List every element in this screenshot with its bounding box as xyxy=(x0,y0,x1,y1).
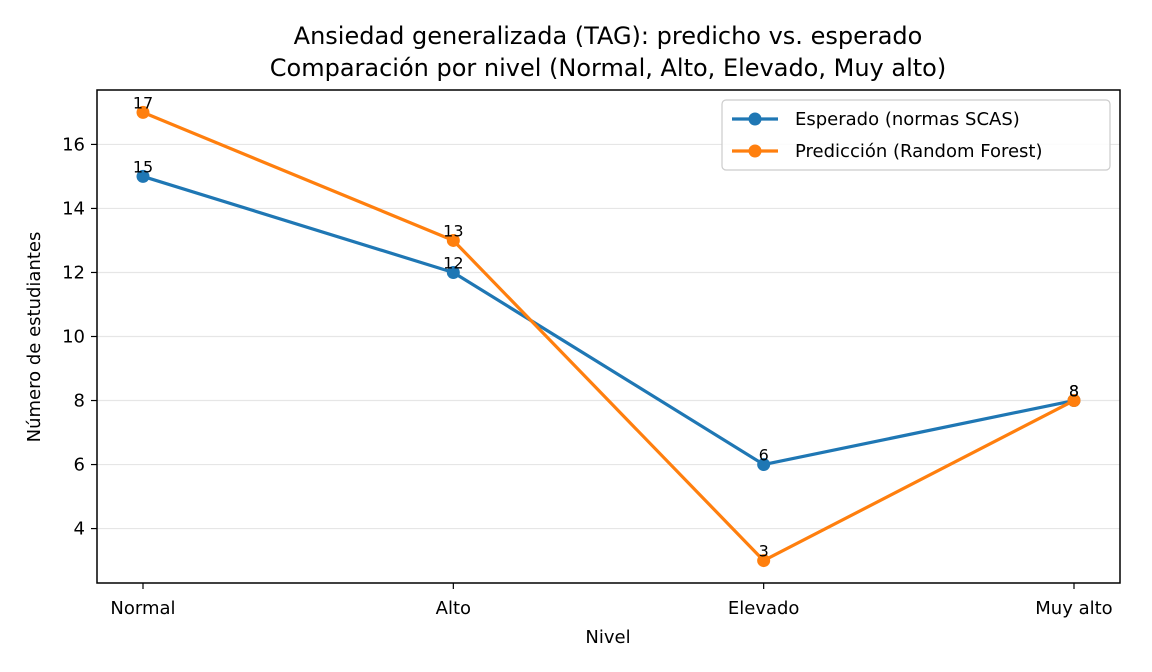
series xyxy=(136,105,1081,568)
x-tick-label: Normal xyxy=(110,598,175,619)
data-point-2 xyxy=(1067,394,1081,408)
y-tick-label: 14 xyxy=(62,198,85,219)
axis-ticks: 4 6 8 10 12 14 16 Normal Alto Elevado Muy alto xyxy=(62,134,1113,619)
data-point-2 xyxy=(446,233,460,247)
data-point-1 xyxy=(446,265,460,279)
legend-swatch-marker xyxy=(748,112,762,126)
x-axis-label: Nivel xyxy=(585,627,630,648)
data-label-2: 13 xyxy=(443,221,463,240)
legend-entry: Esperado (normas SCAS) xyxy=(795,109,1020,130)
chart-title: Ansiedad generalizada (TAG): predicho vs… xyxy=(294,22,923,50)
y-tick-label: 16 xyxy=(62,134,85,155)
legend-entry: Predicción (Random Forest) xyxy=(795,141,1043,162)
data-point-2 xyxy=(136,105,150,119)
y-tick-label: 12 xyxy=(62,262,85,283)
data-label-1: 15 xyxy=(133,157,153,176)
data-point-2 xyxy=(757,554,771,568)
legend: Esperado (normas SCAS) Predicción (Random… xyxy=(721,99,1111,171)
x-tick-label: Muy alto xyxy=(1035,598,1112,619)
legend-swatch-marker xyxy=(748,144,762,158)
chart-subtitle: Comparación por nivel (Normal, Alto, Ele… xyxy=(270,54,946,82)
y-tick-label: 10 xyxy=(62,327,85,348)
y-tick-label: 8 xyxy=(74,391,85,412)
grid xyxy=(97,143,1120,530)
data-label-1: 6 xyxy=(759,446,769,465)
data-label-2: 8 xyxy=(1069,382,1079,401)
x-tick-label: Elevado xyxy=(728,598,800,619)
y-tick-label: 4 xyxy=(74,519,85,540)
y-tick-label: 6 xyxy=(74,455,85,476)
y-axis-label: Número de estudiantes xyxy=(24,232,45,443)
series-line-1 xyxy=(142,174,1075,467)
legend-box xyxy=(721,99,1111,171)
data-label-2: 17 xyxy=(133,93,153,112)
x-tick-label: Alto xyxy=(436,598,471,619)
series-line-2 xyxy=(142,110,1075,563)
data-label-2: 3 xyxy=(759,542,769,561)
data-label-1: 8 xyxy=(1069,382,1079,401)
data-label-1: 12 xyxy=(443,253,463,272)
data-point-1 xyxy=(757,458,771,472)
data-point-1 xyxy=(136,169,150,183)
